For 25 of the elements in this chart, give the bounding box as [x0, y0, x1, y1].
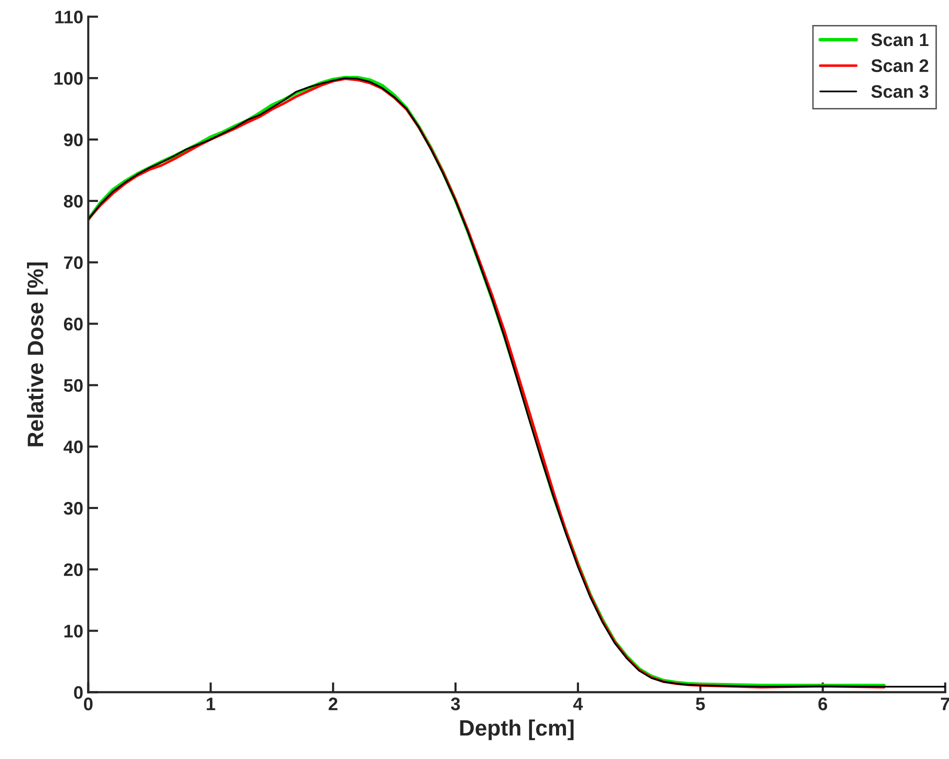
- y-tick-label: 80: [64, 194, 83, 208]
- y-tick-label: 100: [54, 72, 83, 85]
- x-tick-label: 1: [206, 698, 216, 710]
- y-tick-label: 40: [64, 440, 83, 454]
- legend-label: Scan 2: [871, 59, 928, 72]
- x-tick-label: 0: [84, 698, 93, 710]
- x-tick-label: 4: [573, 698, 583, 710]
- y-tick-label: 110: [55, 10, 83, 24]
- y-tick-label: 70: [64, 256, 83, 270]
- x-axis-title: Depth [cm]: [460, 719, 574, 740]
- y-tick-label: 90: [64, 133, 83, 146]
- y-tick-label: 10: [64, 624, 83, 638]
- y-tick-label: 0: [74, 686, 83, 699]
- x-tick-label: 6: [818, 698, 828, 710]
- legend-label: Scan 1: [871, 33, 928, 46]
- y-axis-title: Relative Dose [%]: [27, 262, 48, 446]
- y-tick-label: 30: [64, 502, 83, 515]
- legend-label: Scan 3: [871, 85, 928, 98]
- x-tick-label: 2: [328, 698, 338, 710]
- x-tick-label: 3: [450, 698, 460, 710]
- x-tick-label: 5: [696, 698, 705, 710]
- y-tick-label: 50: [64, 379, 83, 392]
- y-tick-label: 20: [64, 563, 83, 576]
- x-tick-label: 7: [940, 698, 949, 710]
- y-tick-label: 60: [64, 318, 83, 330]
